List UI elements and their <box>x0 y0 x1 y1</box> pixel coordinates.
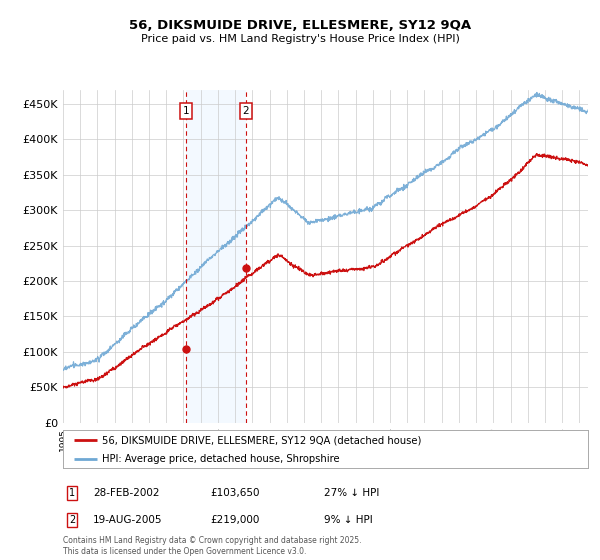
Text: HPI: Average price, detached house, Shropshire: HPI: Average price, detached house, Shro… <box>103 454 340 464</box>
Text: £219,000: £219,000 <box>210 515 259 525</box>
Text: 19-AUG-2005: 19-AUG-2005 <box>93 515 163 525</box>
Bar <box>186 90 246 423</box>
Text: Contains HM Land Registry data © Crown copyright and database right 2025.
This d: Contains HM Land Registry data © Crown c… <box>63 536 361 556</box>
Text: 28-FEB-2002: 28-FEB-2002 <box>93 488 160 498</box>
Text: 56, DIKSMUIDE DRIVE, ELLESMERE, SY12 9QA: 56, DIKSMUIDE DRIVE, ELLESMERE, SY12 9QA <box>129 18 471 32</box>
Text: 9% ↓ HPI: 9% ↓ HPI <box>324 515 373 525</box>
Text: 1: 1 <box>183 106 190 116</box>
Text: 2: 2 <box>69 515 75 525</box>
Text: 27% ↓ HPI: 27% ↓ HPI <box>324 488 379 498</box>
Text: Price paid vs. HM Land Registry's House Price Index (HPI): Price paid vs. HM Land Registry's House … <box>140 34 460 44</box>
Text: 1: 1 <box>69 488 75 498</box>
Text: 56, DIKSMUIDE DRIVE, ELLESMERE, SY12 9QA (detached house): 56, DIKSMUIDE DRIVE, ELLESMERE, SY12 9QA… <box>103 435 422 445</box>
Text: £103,650: £103,650 <box>210 488 260 498</box>
Text: 2: 2 <box>242 106 249 116</box>
